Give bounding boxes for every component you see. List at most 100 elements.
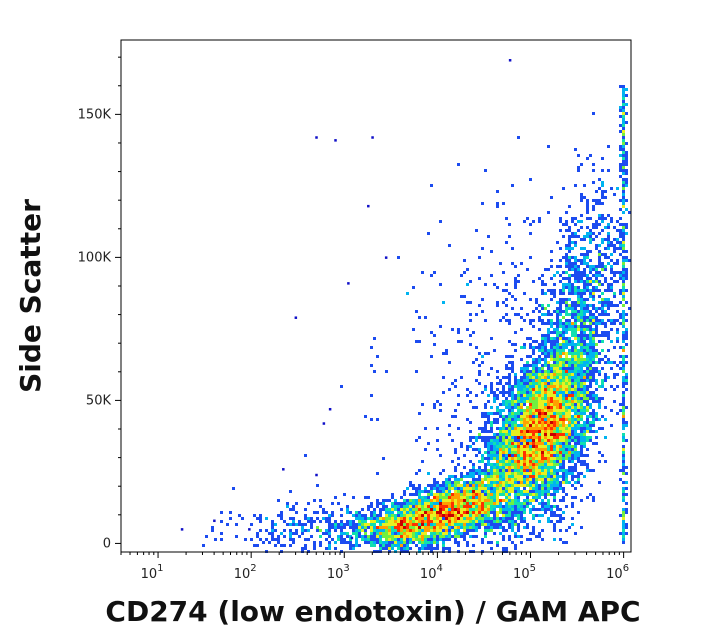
- density-cell: [538, 310, 541, 313]
- density-cell: [523, 517, 526, 520]
- density-cell: [574, 391, 577, 394]
- density-cell: [319, 535, 322, 538]
- density-cell: [289, 532, 292, 535]
- density-cell: [562, 430, 565, 433]
- density-cell: [619, 229, 622, 232]
- density-cell: [577, 373, 580, 376]
- density-cell: [502, 481, 505, 484]
- density-cell: [427, 496, 430, 499]
- density-cell: [583, 436, 586, 439]
- density-cell: [493, 391, 496, 394]
- density-cell: [625, 526, 628, 529]
- density-cell: [520, 481, 523, 484]
- density-cell: [484, 436, 487, 439]
- density-cell: [283, 529, 286, 532]
- density-cell: [523, 319, 526, 322]
- density-cell: [472, 544, 475, 547]
- density-cell: [571, 232, 574, 235]
- density-cell: [430, 487, 433, 490]
- density-cell: [592, 349, 595, 352]
- density-cell: [622, 262, 625, 265]
- density-cell: [556, 460, 559, 463]
- density-cell: [529, 451, 532, 454]
- density-cell: [577, 379, 580, 382]
- density-cell: [565, 505, 568, 508]
- density-cell: [400, 544, 403, 547]
- density-cell: [619, 367, 622, 370]
- density-cell: [595, 436, 598, 439]
- density-cell: [520, 412, 523, 415]
- density-cell: [592, 238, 595, 241]
- density-cell: [562, 316, 565, 319]
- density-cell: [421, 544, 424, 547]
- density-cell: [412, 523, 415, 526]
- density-cell: [505, 217, 508, 220]
- density-cell: [457, 340, 460, 343]
- density-cell: [382, 517, 385, 520]
- density-cell: [529, 403, 532, 406]
- density-cell: [478, 436, 481, 439]
- density-cell: [592, 322, 595, 325]
- density-cell: [586, 430, 589, 433]
- density-cell: [619, 532, 622, 535]
- density-cell: [505, 490, 508, 493]
- density-cell: [385, 505, 388, 508]
- density-cell: [481, 415, 484, 418]
- density-cell: [328, 529, 331, 532]
- density-cell: [547, 376, 550, 379]
- density-cell: [595, 289, 598, 292]
- density-cell: [361, 508, 364, 511]
- density-cell: [433, 520, 436, 523]
- density-cell: [547, 367, 550, 370]
- density-cell: [463, 493, 466, 496]
- density-cell: [586, 448, 589, 451]
- density-cell: [529, 394, 532, 397]
- density-cell: [496, 418, 499, 421]
- density-cell: [541, 376, 544, 379]
- density-cell: [457, 478, 460, 481]
- density-cell: [565, 388, 568, 391]
- density-cell: [406, 502, 409, 505]
- density-cell: [244, 538, 247, 541]
- density-cell: [616, 304, 619, 307]
- density-cell: [559, 280, 562, 283]
- density-cell: [526, 439, 529, 442]
- density-cell: [508, 445, 511, 448]
- density-cell: [442, 502, 445, 505]
- density-cell: [409, 520, 412, 523]
- density-cell: [493, 445, 496, 448]
- density-cell: [514, 532, 517, 535]
- density-cell: [553, 379, 556, 382]
- density-cell: [556, 328, 559, 331]
- density-cell: [529, 475, 532, 478]
- density-cell: [511, 433, 514, 436]
- density-cell: [577, 385, 580, 388]
- density-cell: [568, 382, 571, 385]
- density-cell: [349, 541, 352, 544]
- density-cell: [622, 190, 625, 193]
- density-cell: [289, 490, 292, 493]
- density-cell: [604, 226, 607, 229]
- density-cell: [439, 514, 442, 517]
- density-cell: [511, 412, 514, 415]
- outlier-point: [315, 473, 318, 477]
- density-cell: [340, 541, 343, 544]
- density-cell: [517, 274, 520, 277]
- density-cell: [544, 433, 547, 436]
- density-cell: [625, 256, 628, 259]
- density-cell: [331, 523, 334, 526]
- density-cell: [325, 538, 328, 541]
- density-cell: [478, 517, 481, 520]
- density-cell: [508, 433, 511, 436]
- density-cell: [319, 529, 322, 532]
- density-cell: [508, 490, 511, 493]
- density-cell: [622, 151, 625, 154]
- density-cell: [622, 277, 625, 280]
- density-cell: [550, 319, 553, 322]
- density-cell: [562, 391, 565, 394]
- density-cell: [484, 169, 487, 172]
- density-cell: [511, 526, 514, 529]
- outlier-point: [328, 407, 332, 411]
- density-cell: [580, 361, 583, 364]
